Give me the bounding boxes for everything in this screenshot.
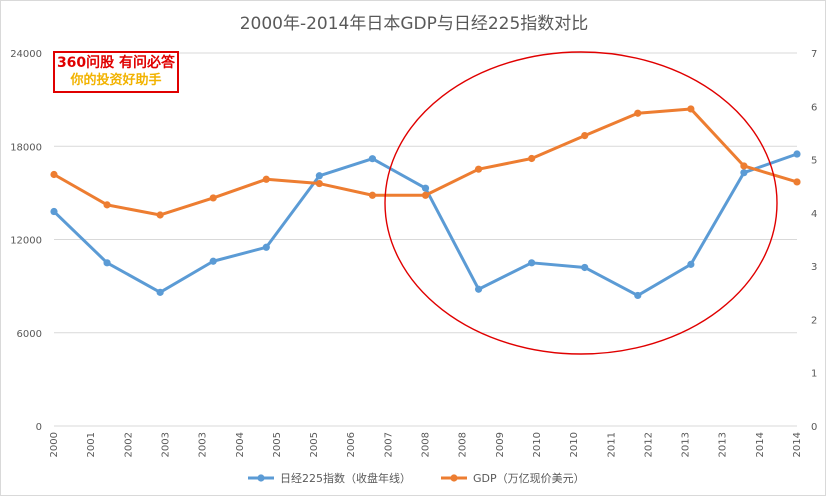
watermark-line2: 你的投资好助手	[70, 73, 162, 88]
data-point	[368, 155, 377, 163]
y-axis-left: 0 6000 12000 18000 24000	[10, 49, 42, 433]
legend-label: GDP（万亿现价美元）	[473, 472, 585, 485]
x-tick-label: 2009	[495, 432, 506, 457]
data-point	[581, 131, 589, 140]
x-tick-label: 2003	[198, 432, 209, 457]
y-left-tick-label: 24000	[10, 49, 42, 60]
data-point	[581, 263, 589, 272]
data-point	[474, 165, 483, 173]
data-point	[262, 175, 270, 183]
data-point	[528, 259, 536, 267]
legend-label: 日经225指数（收盘年线）	[280, 471, 411, 485]
data-point	[50, 170, 58, 179]
legend-swatch-marker	[450, 474, 458, 482]
data-point	[793, 150, 801, 158]
x-tick-label: 2002	[123, 432, 134, 457]
data-point	[421, 191, 430, 199]
data-point	[687, 260, 695, 268]
watermark-logo: 360问股 有问必答 你的投资好助手	[53, 51, 179, 93]
data-point	[793, 178, 801, 186]
y-right-tick-label: 2	[811, 315, 817, 326]
data-point	[528, 154, 536, 163]
grid-lines	[54, 52, 797, 427]
y-left-tick-label: 18000	[10, 142, 42, 153]
y-right-tick-label: 6	[811, 102, 817, 113]
series-1	[50, 150, 801, 300]
y-right-tick-label: 0	[811, 422, 817, 433]
data-point	[262, 243, 270, 251]
x-tick-label: 2000	[49, 432, 60, 457]
y-left-tick-label: 0	[36, 422, 42, 433]
data-point	[103, 259, 111, 267]
x-tick-label: 2008	[421, 432, 432, 457]
x-tick-label: 2010	[532, 432, 543, 457]
data-point	[474, 285, 483, 293]
series-line	[52, 152, 798, 297]
y-right-tick-label: 3	[811, 262, 817, 273]
series-line	[53, 107, 798, 217]
data-point	[315, 179, 323, 188]
data-point	[315, 172, 323, 180]
x-tick-label: 2005	[272, 432, 283, 457]
data-point	[156, 211, 164, 219]
legend-swatch-marker	[257, 474, 265, 482]
y-left-tick-label: 12000	[10, 236, 42, 247]
x-tick-label: 2012	[643, 432, 654, 457]
data-point	[634, 109, 642, 117]
data-point	[50, 207, 58, 216]
y-axis-right: 0 1 2 3 4 5 6 7	[811, 49, 817, 433]
legend-item: GDP（万亿现价美元）	[441, 472, 585, 485]
data-point	[740, 169, 748, 177]
x-tick-label: 2013	[681, 432, 692, 457]
data-point	[421, 184, 430, 192]
legend: 日经225指数（收盘年线） GDP（万亿现价美元）	[248, 471, 585, 485]
highlight-ellipse	[384, 51, 778, 355]
data-point	[103, 201, 111, 209]
x-tick-label: 2007	[383, 432, 394, 457]
x-tick-label: 2013	[718, 432, 729, 457]
watermark-line1: 360问股 有问必答	[56, 55, 176, 71]
y-right-tick-label: 5	[811, 156, 817, 167]
y-right-tick-label: 1	[811, 369, 817, 380]
data-point	[156, 288, 164, 296]
x-tick-label: 2014	[792, 432, 803, 457]
x-tick-label: 2010	[569, 432, 580, 457]
x-tick-label: 2008	[458, 432, 469, 457]
series-2	[50, 105, 801, 219]
data-point	[209, 194, 217, 202]
y-right-tick-label: 7	[811, 49, 817, 60]
data-point	[687, 105, 695, 113]
data-point	[634, 291, 642, 300]
legend-item: 日经225指数（收盘年线）	[248, 471, 411, 485]
x-axis: 2000 2001 2002 2003 2003 2004 2005 2005 2006 2007…	[49, 432, 803, 457]
y-right-tick-label: 4	[811, 209, 817, 220]
data-point	[368, 191, 377, 199]
x-tick-label: 2003	[160, 432, 171, 457]
y-left-tick-label: 6000	[17, 329, 42, 340]
x-tick-label: 2014	[755, 432, 766, 457]
x-tick-label: 2004	[235, 432, 246, 457]
x-tick-label: 2001	[86, 432, 97, 457]
data-point	[209, 257, 217, 265]
x-tick-label: 2005	[309, 432, 320, 457]
series-layer	[50, 105, 801, 300]
data-point	[740, 162, 748, 170]
chart-title: 2000年-2014年日本GDP与日经225指数对比	[240, 14, 589, 34]
x-tick-label: 2011	[606, 432, 617, 457]
x-tick-label: 2006	[346, 432, 357, 457]
